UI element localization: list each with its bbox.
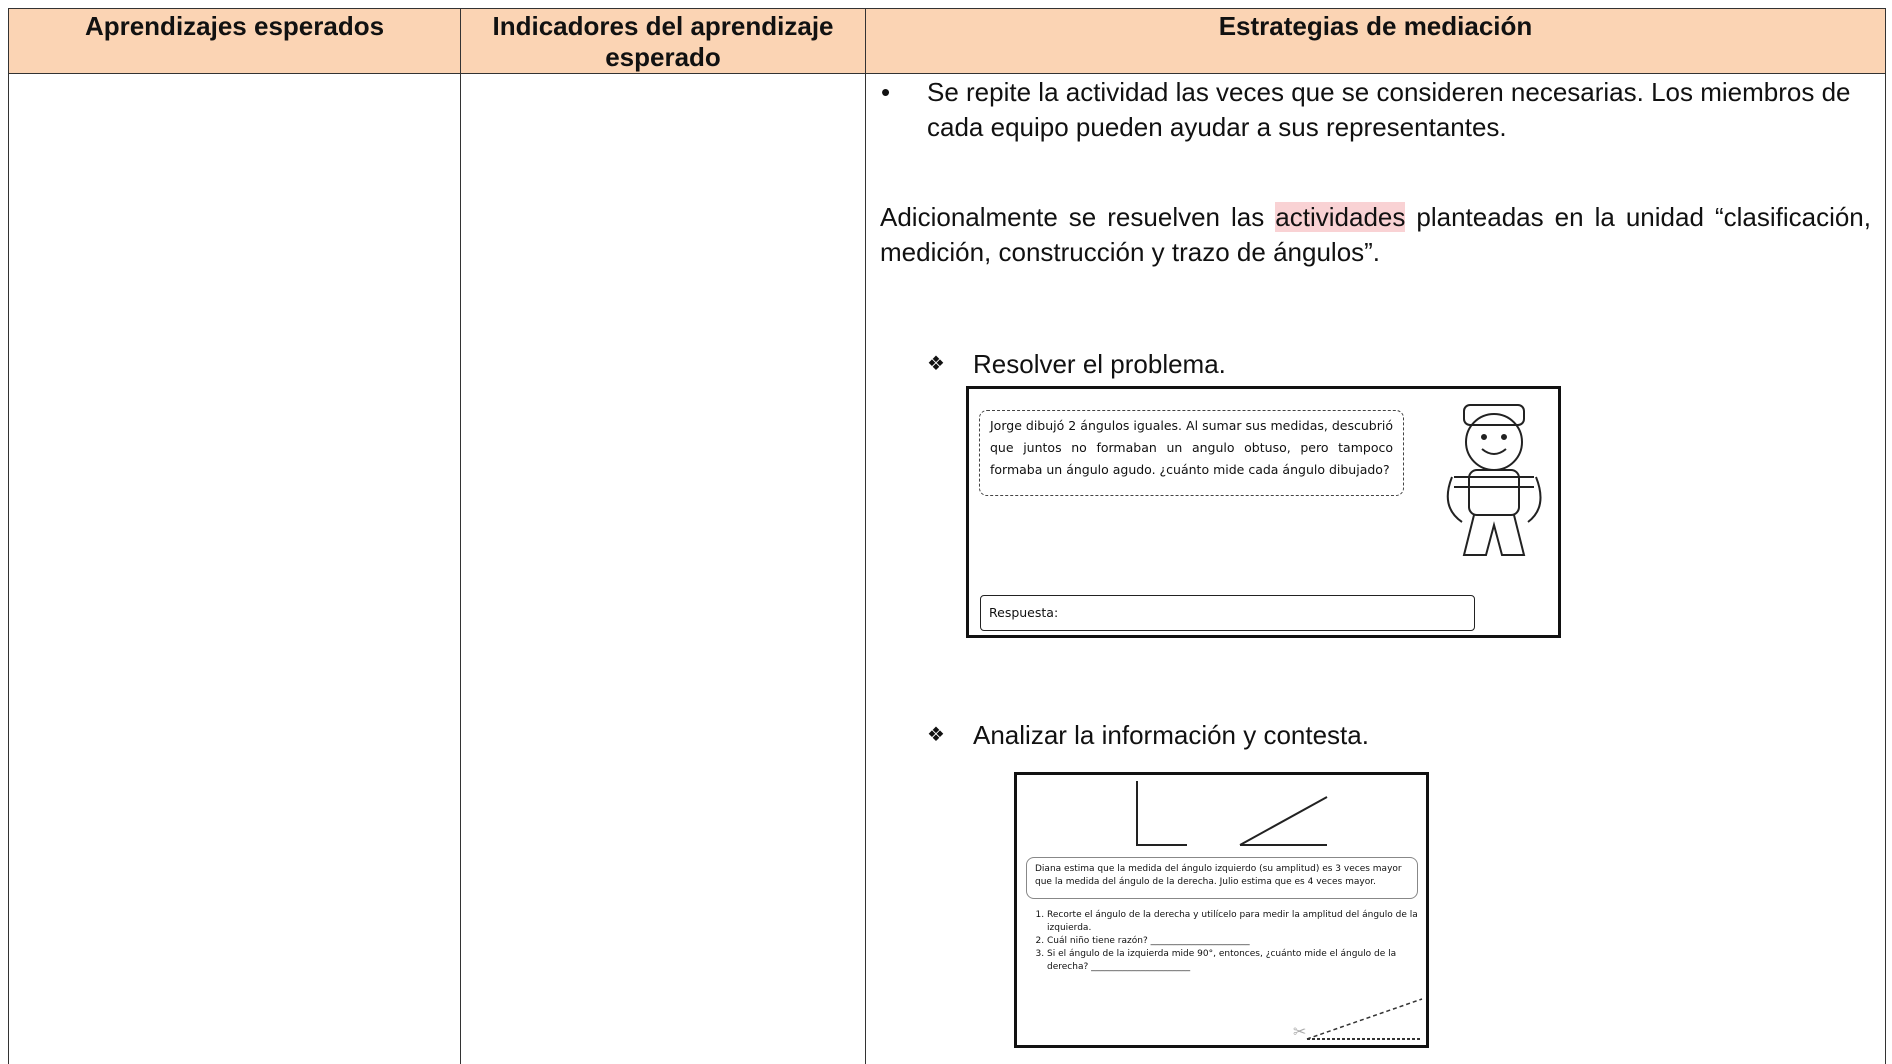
bullet-text: Se repite la actividad las veces que se … — [927, 77, 1851, 142]
question: Recorte el ángulo de la derecha y utilíc… — [1047, 909, 1427, 935]
child-drawing — [1446, 404, 1542, 556]
cut-line: ✂ — [1293, 998, 1423, 1041]
angle-drawings — [1136, 781, 1328, 846]
table-cell — [865, 74, 1886, 1064]
paragraph: Adicionalmente se resuelven las activida… — [880, 200, 1871, 270]
worksheet-statement: Diana estima que la medida del ángulo iz… — [1026, 857, 1418, 899]
worksheet-image: Diana estima que la medida del ángulo iz… — [1014, 772, 1429, 1048]
diamond-bullet: ❖ — [927, 353, 945, 375]
table-cell — [8, 74, 461, 1064]
bullet-dot: • — [881, 77, 891, 107]
svg-text:✂: ✂ — [1293, 1022, 1306, 1041]
paragraph-text: planteadas en la unidad “clasificación, … — [880, 202, 1871, 267]
worksheet-image: Jorge dibujó 2 ángulos iguales. Al sumar… — [966, 386, 1561, 638]
table-cell — [460, 74, 866, 1064]
item-label: Analizar la información y contesta. — [973, 720, 1369, 750]
highlighted-word: actividades — [1275, 202, 1406, 232]
table-header: Aprendizajes esperados — [8, 8, 461, 74]
worksheet-answer: Respuesta: — [980, 595, 1475, 631]
table-header: Indicadores del aprendizaje esperado — [460, 8, 866, 74]
item-label: Resolver el problema. — [973, 349, 1226, 379]
table-header: Estrategias de mediación — [865, 8, 1886, 74]
worksheet-questions: Recorte el ángulo de la derecha y utilíc… — [1029, 909, 1427, 974]
question: Si el ángulo de la izquierda mide 90°, e… — [1047, 948, 1427, 974]
worksheet-problem: Jorge dibujó 2 ángulos iguales. Al sumar… — [979, 410, 1404, 496]
paragraph-text: Adicionalmente se resuelven las — [880, 202, 1276, 232]
diamond-bullet: ❖ — [927, 724, 945, 746]
question: Cuál niño tiene razón? _________________… — [1047, 935, 1427, 948]
